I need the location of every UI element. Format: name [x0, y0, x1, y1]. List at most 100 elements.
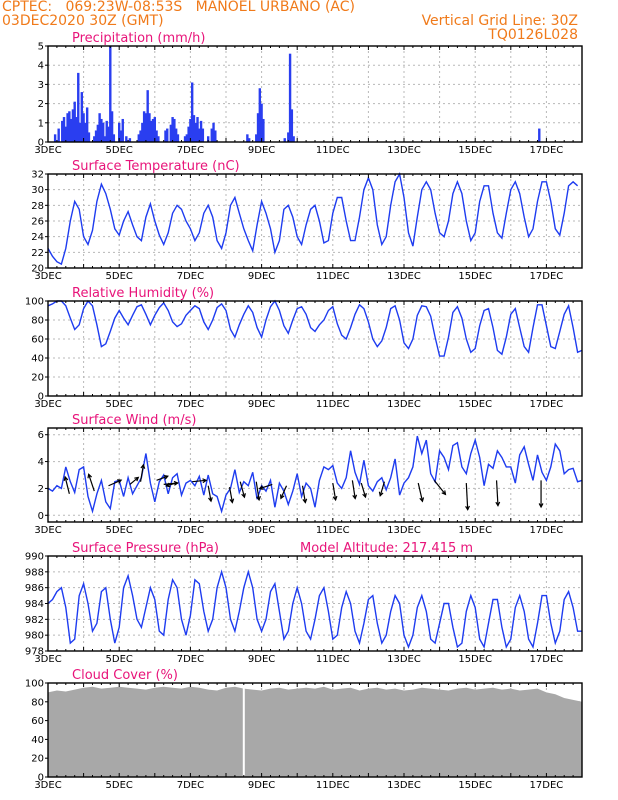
model-code-label: TQ0126L028: [488, 27, 578, 43]
precip-bar: [96, 124, 100, 142]
wind-arrow-head: [163, 475, 169, 480]
precip-bar: [292, 136, 295, 142]
cloud-ytick-label: 0: [38, 773, 44, 784]
precip-bar: [151, 118, 155, 142]
cloud-xtick-label: 7DEC: [177, 780, 204, 791]
precip-bar: [71, 109, 75, 142]
precip-ytick-label: 4: [38, 61, 44, 72]
precip-bar: [87, 132, 91, 142]
temp-panel: 20 22 24 26 28 30 32 3DEC 5DEC 7DEC 9DEC 11DEC 13DEC…: [31, 159, 583, 282]
precip-bar: [187, 126, 190, 142]
wind-arrow-head: [202, 478, 208, 484]
wind-title: Surface Wind (m/s): [72, 413, 196, 428]
station-header: CPTEC: 069:23W-08:53S MANOEL URBANO (AC): [2, 0, 355, 15]
rh-xtick-label: 15DEC: [458, 399, 492, 410]
precip-bar: [258, 88, 262, 142]
precip-bar: [61, 120, 64, 142]
wind-arrow: [351, 480, 356, 499]
run-date-label: 03DEC2020 30Z (GMT): [2, 13, 164, 29]
precip-bar: [287, 132, 290, 142]
wind-xtick-label: 17DEC: [530, 525, 564, 536]
wind-arrow: [156, 475, 168, 481]
rh-ytick-label: 0: [38, 392, 44, 403]
pres-ytick-label: 984: [25, 599, 44, 610]
wind-arrow: [360, 482, 367, 498]
wind-arrow: [417, 482, 424, 502]
wind-arrow-head: [229, 498, 235, 504]
cloud-xtick-label: 11DEC: [316, 780, 350, 791]
precip-bar: [246, 134, 249, 142]
precip-bar: [210, 128, 213, 142]
temp-xtick-label: 9DEC: [248, 271, 275, 282]
wind-line: [47, 435, 583, 514]
wind-arrow: [64, 476, 70, 494]
vertical-grid-label: Vertical Grid Line: 30Z: [421, 13, 578, 29]
wind-arrow: [433, 479, 446, 495]
precip-xtick-label: 9DEC: [248, 145, 275, 156]
precip-bar: [110, 111, 114, 142]
wind-xtick-label: 15DEC: [458, 525, 492, 536]
wind-arrow: [192, 479, 207, 483]
cloud-ytick-label: 60: [31, 716, 44, 727]
precip-bar: [198, 128, 201, 142]
precip-title: Precipitation (mm/h): [72, 31, 205, 46]
precip-bar: [103, 136, 107, 142]
cloud-ytick-label: 100: [25, 679, 44, 690]
cloud-xtick-label: 9DEC: [248, 780, 275, 791]
wind-arrow: [280, 485, 288, 499]
wind-arrow-head: [87, 473, 93, 479]
wind-arrow-head: [63, 475, 69, 482]
wind-arrow: [108, 479, 122, 487]
precip-bar: [94, 130, 98, 142]
precip-ytick-label: 5: [38, 42, 44, 53]
pres-xtick-label: 5DEC: [106, 654, 133, 665]
precip-bar: [73, 101, 76, 142]
wind-arrow-head: [134, 476, 140, 482]
wind-arrow: [228, 486, 233, 503]
rh-ytick-label: 80: [31, 316, 44, 327]
temp-xtick-label: 15DEC: [458, 271, 492, 282]
precip-xtick-label: 13DEC: [387, 145, 421, 156]
pres-ytick-label: 986: [25, 583, 44, 594]
wind-arrow: [88, 474, 95, 492]
wind-arrow-head: [173, 480, 179, 486]
pres-xtick-label: 17DEC: [530, 654, 564, 665]
precip-bar: [118, 122, 121, 142]
precip-bar: [57, 128, 60, 142]
wind-arrow-head: [117, 479, 123, 484]
rh-line: [47, 299, 583, 357]
rh-xtick-label: 11DEC: [316, 399, 350, 410]
wind-arrow: [301, 485, 306, 503]
temp-title: Surface Temperature (nC): [72, 159, 240, 174]
pres-line: [47, 569, 582, 650]
precip-bar: [207, 136, 210, 142]
temp-xtick-label: 3DEC: [34, 271, 61, 282]
temp-ytick-label: 24: [31, 232, 44, 243]
precip-bar: [247, 138, 251, 142]
precip-bar: [64, 126, 67, 142]
wind-arrow-head: [302, 498, 308, 504]
temp-ytick-label: 26: [31, 217, 44, 228]
precip-bar: [190, 82, 194, 142]
temp-ytick-label: 20: [31, 264, 44, 275]
cloud-ytick-label: 20: [31, 754, 44, 765]
precip-bar: [173, 118, 176, 142]
wind-arrow: [207, 485, 212, 502]
wind-ytick-label: 6: [38, 430, 44, 441]
precip-bar: [164, 130, 167, 142]
wind-xtick-label: 13DEC: [387, 525, 421, 536]
pres-xtick-label: 3DEC: [34, 654, 61, 665]
precip-bar: [142, 111, 146, 142]
precip-bar: [69, 118, 73, 142]
cloud-ytick-label: 80: [31, 697, 44, 708]
precip-bar: [93, 136, 96, 142]
precip-bar: [53, 134, 57, 142]
pres-ytick-label: 982: [25, 615, 44, 626]
rh-xtick-label: 13DEC: [387, 399, 421, 410]
temp-xtick-label: 13DEC: [387, 271, 421, 282]
temp-ytick-label: 22: [31, 248, 44, 259]
precip-xtick-label: 11DEC: [316, 145, 350, 156]
precip-bar: [100, 118, 103, 142]
temp-xtick-label: 11DEC: [316, 271, 350, 282]
pres-xtick-label: 9DEC: [248, 654, 275, 665]
